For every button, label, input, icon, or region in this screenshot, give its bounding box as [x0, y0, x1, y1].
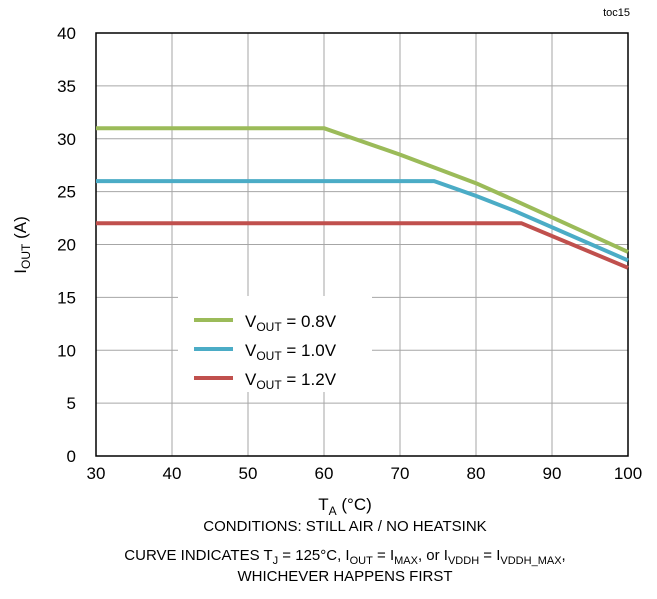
x-axis-title: TA (°C): [318, 495, 372, 518]
y-tick-label-5: 25: [57, 183, 76, 202]
grid: [95, 32, 629, 457]
x-tick-label-1: 40: [163, 464, 182, 483]
figure-tag: toc15: [603, 7, 630, 19]
legend-label-0: VOUT = 0.8V: [245, 312, 337, 334]
legend-label-1: VOUT = 1.0V: [245, 341, 337, 363]
y-tick-labels: 0 5 10 15 20 25 30 35 40: [57, 24, 76, 466]
y-tick-label-0: 0: [67, 447, 76, 466]
y-tick-label-7: 35: [57, 77, 76, 96]
legend-item-0: VOUT = 0.8V: [194, 312, 337, 334]
legend-item-1: VOUT = 1.0V: [194, 341, 337, 363]
whichever-note: WHICHEVER HAPPENS FIRST: [237, 568, 452, 585]
series-line-1: [96, 179, 629, 263]
plot-frame: [95, 32, 629, 457]
x-tick-label-2: 50: [239, 464, 258, 483]
x-tick-label-6: 90: [543, 464, 562, 483]
legend: VOUT = 0.8V VOUT = 1.0V VOUT = 1.2V: [178, 296, 372, 392]
x-tick-label-5: 80: [467, 464, 486, 483]
x-tick-label-3: 60: [315, 464, 334, 483]
conditions-note: CONDITIONS: STILL AIR / NO HEATSINK: [203, 518, 486, 535]
series-line-0: [96, 126, 629, 254]
y-tick-label-1: 5: [67, 394, 76, 413]
y-tick-label-6: 30: [57, 130, 76, 149]
legend-label-2: VOUT = 1.2V: [245, 370, 337, 392]
x-tick-label-7: 100: [614, 464, 642, 483]
series-lines: [96, 126, 629, 270]
y-tick-label-2: 10: [57, 341, 76, 360]
x-tick-label-0: 30: [87, 464, 106, 483]
y-tick-label-8: 40: [57, 24, 76, 43]
x-tick-label-4: 70: [391, 464, 410, 483]
y-axis-title: IOUT (A): [11, 216, 33, 273]
curve-note: CURVE INDICATES TJ = 125°C, IOUT = IMAX,…: [124, 547, 565, 567]
y-tick-label-3: 15: [57, 288, 76, 307]
x-tick-labels: 30 40 50 60 70 80 90 100: [87, 464, 643, 483]
legend-item-2: VOUT = 1.2V: [194, 370, 337, 392]
y-tick-label-4: 20: [57, 236, 76, 255]
series-line-2: [96, 221, 629, 270]
